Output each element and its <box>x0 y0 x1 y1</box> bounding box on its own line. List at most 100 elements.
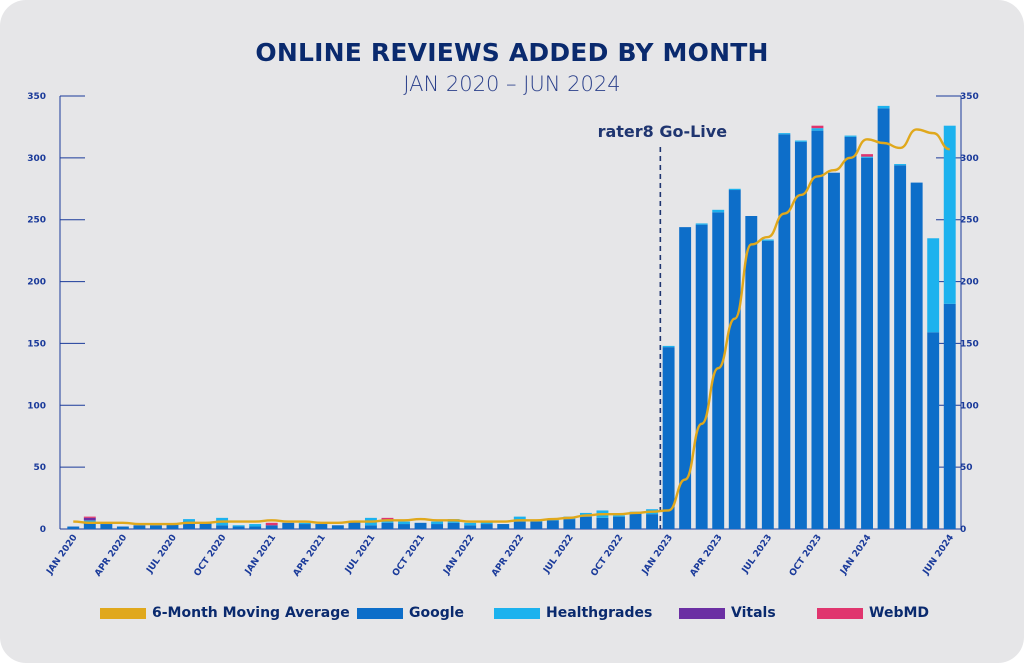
y-tick-label-left: 150 <box>27 339 46 349</box>
bar-webmd <box>811 125 824 129</box>
bar-google <box>348 521 361 529</box>
bar-google <box>712 212 725 529</box>
bar-google <box>298 524 311 529</box>
bar-healthgrades <box>513 516 526 522</box>
x-tick-label: JUN 2024 <box>921 533 956 578</box>
bar-webmd <box>83 516 96 518</box>
bar-google <box>282 522 295 529</box>
bar-healthgrades <box>249 524 262 527</box>
bar-google <box>596 517 609 529</box>
x-tick-label: APR 2022 <box>490 533 526 579</box>
bar-google <box>579 516 592 529</box>
y-tick-label-right: 0 <box>960 525 966 535</box>
y-tick-label-right: 100 <box>960 401 979 411</box>
bar-healthgrades <box>695 223 708 225</box>
bar-google <box>811 130 824 529</box>
bar-google <box>679 227 692 529</box>
bar-webmd <box>861 154 873 157</box>
bar-google <box>546 520 559 529</box>
x-tick-label: JUL 2021 <box>343 533 377 576</box>
bar-healthgrades <box>943 125 956 304</box>
bar-healthgrades <box>894 164 907 166</box>
bar-google <box>398 524 410 529</box>
bar-google <box>662 347 675 529</box>
bar-google <box>232 526 245 529</box>
bar-healthgrades <box>811 128 824 131</box>
bar-google <box>100 524 113 529</box>
y-tick-label-right: 350 <box>960 92 979 102</box>
bar-healthgrades <box>83 520 96 523</box>
bar-google <box>761 240 774 529</box>
x-tick-label: OCT 2020 <box>193 533 229 579</box>
bar-google <box>249 526 262 529</box>
y-tick-label-right: 50 <box>960 463 973 473</box>
bar-google <box>315 524 328 529</box>
bar-google <box>381 522 394 529</box>
bar-google <box>364 525 377 529</box>
bar-google <box>183 521 195 529</box>
x-tick-label: OCT 2022 <box>589 533 625 579</box>
bar-google <box>695 224 708 530</box>
x-tick-label: OCT 2023 <box>788 533 824 579</box>
x-tick-label: JAN 2022 <box>441 533 476 577</box>
bar-healthgrades <box>728 188 741 191</box>
bar-webmd <box>381 517 394 520</box>
bar-google <box>83 522 96 529</box>
legend-item-vitals: Vitals <box>679 603 776 623</box>
bar-healthgrades <box>464 522 477 526</box>
chart-subtitle: JAN 2020 – JUN 2024 <box>403 72 621 96</box>
bar-google <box>927 332 940 529</box>
legend-item-moving-average: 6-Month Moving Average <box>100 603 350 623</box>
bar-google <box>431 524 444 529</box>
bar-healthgrades <box>794 140 807 142</box>
x-tick-label: JUL 2020 <box>145 533 179 576</box>
bar-google <box>513 521 526 529</box>
bar-google <box>497 524 510 529</box>
bar-healthgrades <box>398 521 410 525</box>
bar-webmd <box>265 522 278 526</box>
legend-swatch-google <box>357 607 403 619</box>
x-tick-label: APR 2021 <box>292 533 328 579</box>
bar-google <box>480 524 493 529</box>
bar-google <box>861 157 873 529</box>
bar-google <box>943 303 956 529</box>
bar-google <box>464 525 477 529</box>
bar-google <box>447 522 460 529</box>
y-tick-label-left: 300 <box>27 154 46 164</box>
bar-google <box>331 525 344 529</box>
bar-google <box>216 525 229 529</box>
legend-swatch-vitals <box>679 607 725 619</box>
bar-google <box>563 519 576 529</box>
legend-label-webmd: WebMD <box>869 605 930 621</box>
bar-google <box>133 525 146 529</box>
bar-google <box>877 108 890 529</box>
legend-swatch-moving-average <box>100 607 146 619</box>
bar-healthgrades <box>298 522 311 525</box>
y-tick-label-right: 250 <box>960 216 979 226</box>
bar-healthgrades <box>381 520 394 523</box>
legend-label-moving-average: 6-Month Moving Average <box>152 605 350 621</box>
bar-google <box>265 525 278 529</box>
bar-google <box>794 141 807 529</box>
y-tick-label-left: 0 <box>40 525 46 535</box>
bar-healthgrades <box>778 133 791 135</box>
legend-label-google: Google <box>409 605 465 621</box>
bar-google <box>67 526 80 529</box>
bar-healthgrades <box>844 135 857 137</box>
legend-swatch-healthgrades <box>494 607 540 619</box>
y-tick-label-left: 200 <box>27 278 46 288</box>
moving-average-line <box>73 128 951 526</box>
bar-healthgrades <box>232 525 245 527</box>
bar-vitals <box>83 517 96 521</box>
y-tick-label-right: 300 <box>960 154 979 164</box>
x-tick-label: JAN 2024 <box>838 533 873 577</box>
y-tick-label-right: 150 <box>960 339 979 349</box>
bar-google <box>116 526 129 529</box>
bar-google <box>150 525 162 529</box>
legend-item-google: Google <box>357 603 464 623</box>
bar-google <box>199 522 212 529</box>
bar-healthgrades <box>927 238 940 333</box>
bar-google <box>728 190 741 529</box>
